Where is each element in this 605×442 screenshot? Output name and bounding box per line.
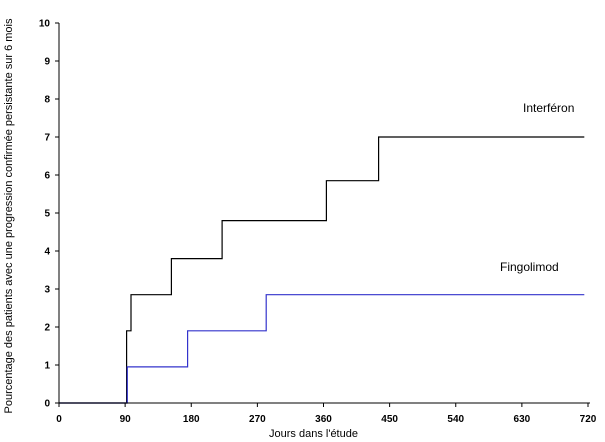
x-tick-label: 270: [249, 414, 266, 425]
y-tick-label: 5: [44, 209, 50, 220]
series-line-interferon: [59, 136, 585, 404]
y-tick-label: 4: [44, 247, 50, 258]
x-axis-title: Jours dans l'étude: [269, 428, 358, 440]
y-tick-label: 6: [44, 171, 50, 182]
y-tick-label: 10: [39, 19, 51, 30]
y-axis-title: Pourcentage des patients avec une progre…: [3, 18, 15, 413]
y-tick-label: 8: [44, 95, 50, 106]
y-tick-label: 2: [44, 323, 50, 334]
x-tick-label: 720: [580, 414, 597, 425]
x-tick-label: 450: [381, 414, 398, 425]
x-tick-label: 360: [315, 414, 332, 425]
y-tick-label: 9: [44, 57, 50, 68]
y-tick-label: 3: [44, 285, 50, 296]
series-label-fingolimod: Fingolimod: [500, 260, 559, 274]
x-tick-label: 630: [514, 414, 531, 425]
series-label-interferon: Interféron: [523, 101, 574, 115]
y-tick-label: 1: [44, 361, 50, 372]
series-line-fingolimod: [59, 294, 585, 404]
x-tick-label: 180: [183, 414, 200, 425]
x-tick-label: 0: [56, 414, 62, 425]
x-tick-label: 540: [447, 414, 464, 425]
y-tick-label: 7: [44, 133, 50, 144]
x-tick-label: 90: [120, 414, 132, 425]
y-tick-label: 0: [44, 399, 50, 410]
